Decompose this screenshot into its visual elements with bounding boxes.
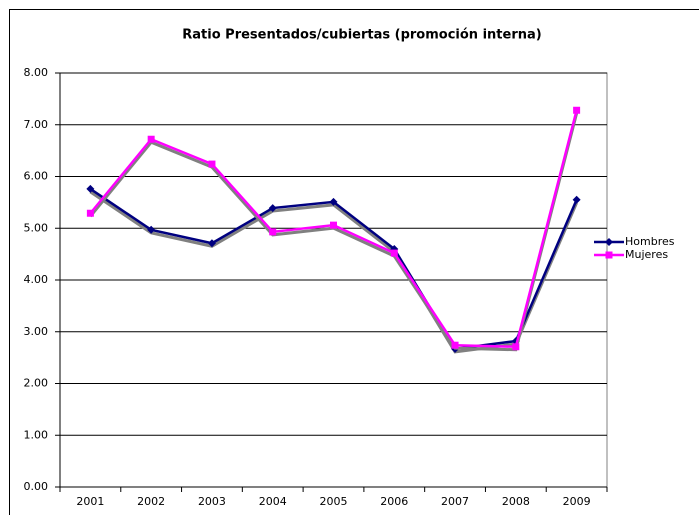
- legend-label: Hombres: [625, 235, 675, 248]
- x-tick-label: 2008: [502, 495, 530, 508]
- marker: [86, 184, 95, 193]
- marker: [268, 204, 277, 213]
- marker: [147, 225, 156, 234]
- marker: [512, 343, 520, 351]
- marker: [451, 341, 459, 349]
- marker: [573, 106, 581, 114]
- x-tick-label: 2001: [76, 495, 104, 508]
- y-tick-label: 8.00: [24, 66, 49, 79]
- marker: [330, 221, 337, 229]
- marker: [329, 197, 338, 206]
- legend-marker: [605, 238, 613, 246]
- y-tick-label: 4.00: [24, 273, 49, 286]
- x-tick-label: 2005: [320, 495, 348, 508]
- chart-title: Ratio Presentados/cubiertas (promoción i…: [182, 28, 541, 43]
- marker: [147, 135, 155, 143]
- x-tick-label: 2007: [441, 495, 469, 508]
- x-tick-label: 2004: [259, 495, 287, 508]
- marker: [208, 160, 216, 168]
- y-tick-label: 7.00: [24, 118, 49, 131]
- x-tick-label: 2003: [198, 495, 226, 508]
- y-tick-label: 5.00: [24, 221, 49, 234]
- x-tick-label: 2002: [137, 495, 165, 508]
- y-tick-label: 6.00: [24, 170, 49, 183]
- marker: [572, 195, 581, 204]
- y-tick-label: 1.00: [24, 428, 49, 441]
- legend-marker: [605, 251, 613, 259]
- x-tick-label: 2006: [380, 495, 408, 508]
- y-tick-label: 2.00: [24, 377, 49, 390]
- marker: [269, 228, 277, 236]
- legend-label: Mujeres: [625, 248, 668, 261]
- y-tick-label: 3.00: [24, 325, 49, 338]
- marker: [86, 209, 94, 217]
- x-tick-label: 2009: [563, 495, 591, 508]
- marker: [207, 239, 216, 248]
- marker: [390, 249, 398, 257]
- y-tick-label: 0.00: [24, 480, 49, 493]
